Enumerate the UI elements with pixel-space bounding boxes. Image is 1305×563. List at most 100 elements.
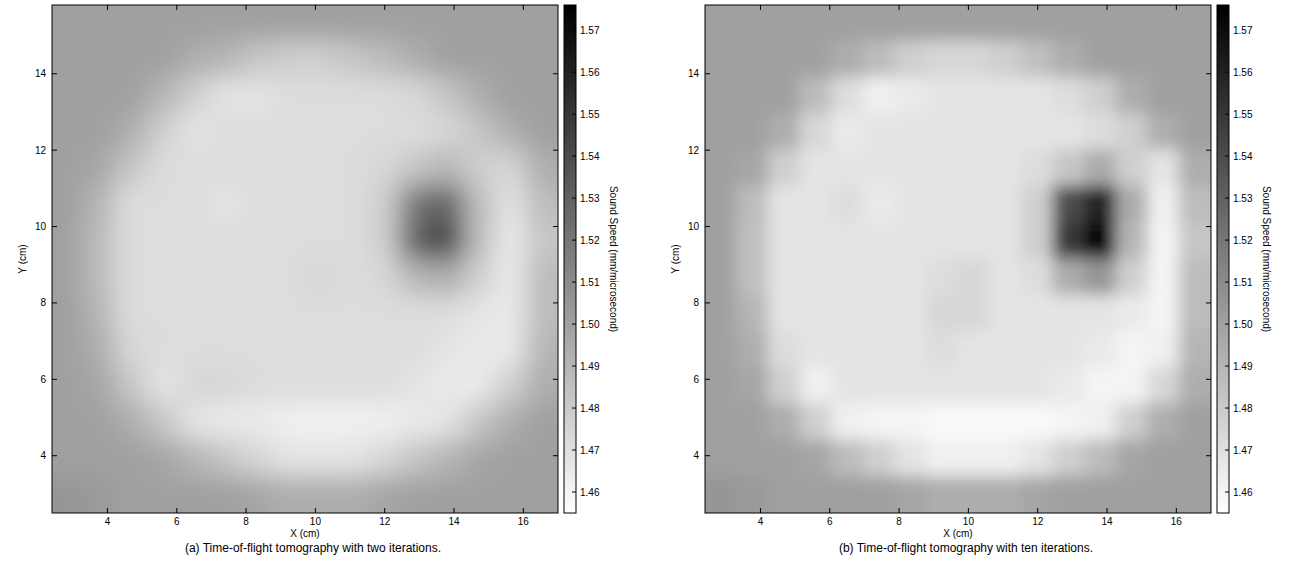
cell [210, 5, 243, 42]
cell [52, 331, 84, 368]
cell [526, 258, 558, 295]
cell [1084, 5, 1117, 42]
colorbar-tick [572, 30, 576, 31]
x-tick-label: 8 [243, 516, 249, 527]
cell [1021, 476, 1054, 513]
cell [83, 186, 116, 223]
cell [241, 476, 274, 513]
cell [305, 403, 338, 440]
cell [736, 77, 769, 114]
cell [178, 186, 211, 223]
cell [115, 113, 148, 150]
cell [705, 5, 737, 42]
cell [241, 403, 274, 440]
x-tick-label: 16 [518, 516, 530, 527]
x-tick-label: 6 [174, 516, 180, 527]
cell [1021, 295, 1054, 332]
cell [463, 41, 496, 78]
colorbar-tick [572, 198, 576, 199]
cell [368, 41, 401, 78]
cell [210, 295, 243, 332]
cell [1084, 77, 1117, 114]
cell [705, 440, 737, 477]
cell [926, 476, 959, 513]
cell [1021, 149, 1054, 186]
cell [1021, 77, 1054, 114]
cell [1052, 186, 1085, 223]
cell [989, 295, 1022, 332]
cell [336, 77, 369, 114]
cell [1147, 295, 1180, 332]
x-tick [1107, 508, 1108, 513]
colorbar-tick-label: 1.54 [1233, 151, 1253, 162]
cell [736, 149, 769, 186]
cell [336, 5, 369, 42]
cell [958, 77, 991, 114]
cell [958, 403, 991, 440]
x-tick-label: 14 [448, 516, 460, 527]
cell [894, 41, 927, 78]
cell [958, 41, 991, 78]
x-tick [246, 508, 247, 513]
cell [1052, 222, 1085, 259]
cell [494, 186, 527, 223]
cell [273, 41, 306, 78]
colorbar-tick-label: 1.49 [580, 361, 600, 372]
x-axis-title: X (cm) [943, 528, 972, 539]
cell [1116, 5, 1149, 42]
cell [146, 403, 179, 440]
cell [178, 440, 211, 477]
cell [799, 149, 832, 186]
y-tick [553, 73, 558, 74]
colorbar-tick-label: 1.51 [580, 277, 600, 288]
y-tick-label: 4 [40, 450, 46, 461]
y-tick [705, 455, 710, 456]
cell [1084, 331, 1117, 368]
x-tick [1037, 508, 1038, 513]
cell [52, 403, 84, 440]
cell [989, 331, 1022, 368]
cell [178, 222, 211, 259]
cell [831, 331, 864, 368]
cell [399, 295, 432, 332]
cell [958, 149, 991, 186]
colorbar-tick [1225, 114, 1229, 115]
cell [1116, 295, 1149, 332]
cell [1116, 440, 1149, 477]
cell [894, 258, 927, 295]
cell [831, 295, 864, 332]
y-axis-title: Y (cm) [17, 244, 28, 273]
cell [83, 295, 116, 332]
cell [799, 258, 832, 295]
y-tick [553, 150, 558, 151]
cell [241, 77, 274, 114]
cell [1147, 476, 1180, 513]
cell [368, 222, 401, 259]
colorbar-title: Sound Speed (mm/microsecond) [1261, 186, 1272, 332]
y-tick [52, 150, 57, 151]
cell [705, 222, 737, 259]
colorbar-tick-label: 1.46 [580, 487, 600, 498]
cell [768, 222, 801, 259]
cell [305, 149, 338, 186]
cell [736, 186, 769, 223]
cell [431, 476, 464, 513]
x-tick [523, 508, 524, 513]
cell [863, 367, 896, 404]
cell [305, 440, 338, 477]
cell [146, 331, 179, 368]
x-tick-label: 16 [1171, 516, 1183, 527]
y-tick [553, 226, 558, 227]
heatmap-cells [52, 5, 558, 513]
colorbar-tick [572, 408, 576, 409]
cell [178, 41, 211, 78]
cell [526, 186, 558, 223]
cell [989, 258, 1022, 295]
cell [494, 77, 527, 114]
cell [210, 403, 243, 440]
cell [83, 367, 116, 404]
cell [210, 222, 243, 259]
cell [431, 403, 464, 440]
cell [178, 331, 211, 368]
cell [368, 403, 401, 440]
